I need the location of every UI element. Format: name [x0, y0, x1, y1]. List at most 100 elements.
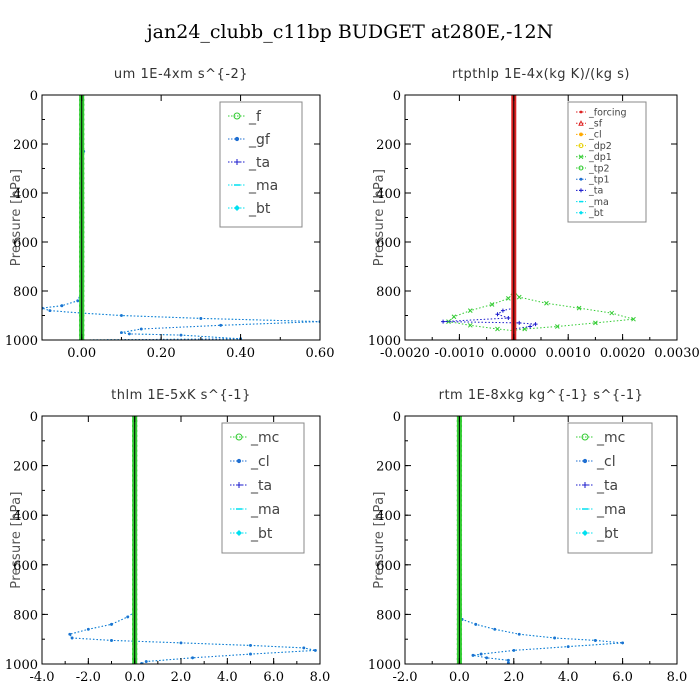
x-tick-label: 4.0: [217, 670, 238, 685]
legend-entry-label: _gf: [248, 132, 271, 148]
legend-marker: [234, 159, 240, 165]
legend-entry-label: _ta: [248, 155, 270, 171]
panels: um 1E-4xm s^{-2}Pressure [hPa]0.00 0.20 0.…: [5, 67, 700, 685]
y-tick-label: 1000: [5, 658, 38, 673]
series-marker: [302, 646, 306, 650]
legend: _f _gf _ta _ma _bt: [219, 101, 303, 228]
series-group: [68, 416, 317, 664]
figure-title: jan24_clubb_c11bp BUDGET at280E,-12N: [145, 21, 553, 43]
y-tick-label: 1000: [5, 334, 38, 349]
legend-marker: [581, 433, 589, 441]
series-marker: [313, 648, 317, 652]
series-marker: [506, 658, 510, 662]
y-tick-label: 200: [376, 138, 401, 153]
series-marker: [517, 320, 522, 325]
x-tick-label: -0.0020: [380, 346, 430, 361]
series-marker: [500, 308, 505, 313]
series-marker: [219, 323, 223, 327]
series-marker: [609, 310, 615, 316]
legend-entry-label: _ma: [588, 197, 609, 208]
x-tick-label: -2.0: [392, 670, 417, 685]
x-tick-label: 0.20: [147, 346, 176, 361]
legend-marker: [579, 188, 583, 193]
series-marker: [467, 322, 473, 328]
y-tick-label: 400: [13, 509, 38, 524]
chart-panel-3: thlm 1E-5xK s^{-1} Pressure [hPa] -4.0 -2.0…: [5, 388, 330, 685]
x-tick-label: 0.0000: [491, 346, 537, 361]
chart-panel-2: rtpthlp 1E-4x(kg K)/(kg s) Pressure [hPa]…: [368, 67, 700, 361]
x-tick-label: -0.0010: [434, 346, 484, 361]
series-marker: [249, 652, 252, 656]
legend-marker: [582, 458, 588, 464]
panel-title: rtm 1E-8xkg kg^{-1} s^{-1}: [439, 388, 644, 403]
x-tick-label: 0.0030: [654, 346, 700, 361]
y-tick-label: 600: [376, 236, 401, 251]
legend-entry-label: _forcing: [588, 107, 627, 118]
series-marker: [506, 295, 511, 301]
series-marker: [544, 300, 549, 306]
series-marker: [441, 319, 446, 324]
series-marker: [446, 319, 451, 324]
series-marker: [485, 656, 488, 660]
legend-entry-label: _cl: [588, 130, 602, 141]
legend-marker: [579, 210, 583, 215]
x-tick-label: 0.0: [124, 670, 145, 685]
series-line-2: [447, 95, 515, 340]
series-marker: [86, 627, 90, 631]
x-tick-label: 0.00: [67, 346, 96, 361]
y-tick-label: 800: [13, 285, 38, 300]
legend-box: [219, 101, 303, 228]
legend-box: [567, 422, 653, 554]
legend-entry-label: _tp2: [588, 163, 610, 174]
series-marker: [127, 332, 131, 336]
series-marker: [48, 309, 52, 312]
legend-entry-label: _mc: [250, 430, 279, 446]
y-tick-label: 800: [376, 608, 401, 623]
legend-entry-label: _bt: [248, 201, 271, 217]
y-tick-label: 800: [13, 608, 38, 623]
series-marker: [566, 645, 570, 649]
legend-marker: [234, 136, 240, 142]
panel-title: rtpthlp 1E-4x(kg K)/(kg s): [452, 67, 630, 82]
y-axis-label: Pressure [hPa]: [372, 169, 387, 266]
x-tick-label: 6.0: [612, 670, 633, 685]
series-marker: [139, 327, 143, 331]
legend-marker: [234, 205, 240, 211]
y-tick-label: 200: [376, 460, 401, 475]
series-line-2: [458, 416, 623, 663]
series-marker: [451, 314, 457, 320]
legend-marker: [233, 112, 241, 120]
legend-entry-label: _ma: [248, 178, 278, 194]
series-marker: [516, 294, 522, 300]
series-marker: [70, 636, 74, 640]
legend-entry-label: _bt: [588, 208, 604, 219]
y-axis-label: Pressure [hPa]: [9, 491, 24, 588]
y-tick-label: 0: [30, 89, 38, 104]
panel-title: um 1E-4xm s^{-2}: [114, 67, 248, 82]
chart-panel-4: rtm 1E-8xkg kg^{-1} s^{-1} Pressure [hPa]…: [368, 388, 687, 685]
legend-marker: [236, 482, 242, 488]
x-tick-label: 8.0: [310, 670, 331, 685]
y-tick-label: 200: [13, 138, 38, 153]
legend-entry-label: _bt: [596, 526, 619, 542]
series-line-1: [513, 95, 634, 340]
series-marker: [506, 315, 511, 320]
legend-entry-label: _ma: [250, 502, 280, 518]
legend-entry-label: _ta: [596, 478, 618, 494]
legend-entry-label: _ma: [596, 502, 626, 518]
y-tick-label: 0: [393, 89, 401, 104]
x-tick-label: -2.0: [76, 670, 101, 685]
y-tick-label: 600: [376, 559, 401, 574]
panel-title: thlm 1E-5xK s^{-1}: [111, 388, 251, 403]
x-tick-label: 0.0010: [545, 346, 591, 361]
legend: _forcing_sf_cl_dp2_dp1_tp2_tp1_ta_ma_bt: [567, 101, 647, 223]
legend-entry-label: _f: [248, 109, 262, 125]
series-marker: [249, 644, 252, 647]
legend-marker: [578, 120, 584, 126]
legend-marker: [578, 143, 584, 149]
series-marker: [528, 324, 533, 329]
series-marker: [471, 653, 475, 657]
x-tick-label: 0.60: [306, 346, 335, 361]
y-tick-label: 0: [393, 410, 401, 425]
